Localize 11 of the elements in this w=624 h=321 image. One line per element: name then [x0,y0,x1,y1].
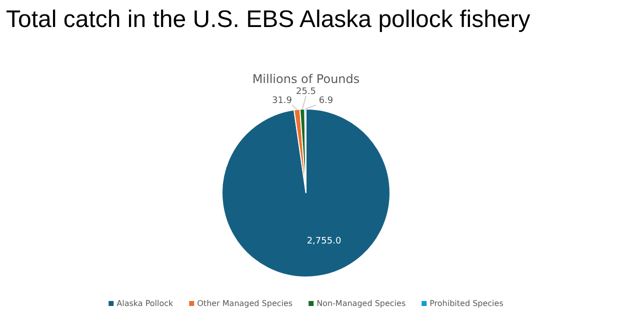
legend-label: Prohibited Species [430,299,504,308]
legend-label: Other Managed Species [197,299,293,308]
data-label: 6.9 [318,96,334,106]
legend-label: Non-Managed Species [316,299,406,308]
chart-title: Total catch in the U.S. EBS Alaska pollock fishery [6,6,530,33]
data-label: 2,755.0 [306,236,342,246]
legend-label: Alaska Pollock [116,299,174,308]
pie-slice [222,108,390,278]
data-label: 25.5 [296,87,316,97]
chart-subtitle: Millions of Pounds [252,72,360,86]
data-label: 31.9 [272,96,292,106]
